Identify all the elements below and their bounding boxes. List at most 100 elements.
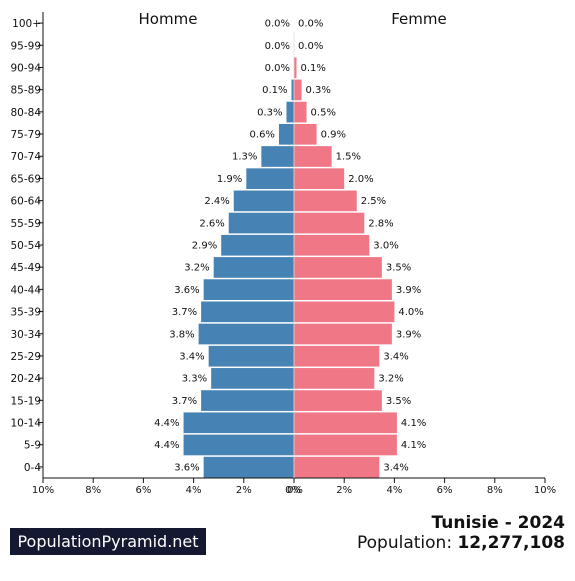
male-value-label: 4.4% [154, 440, 179, 451]
female-bar-55-59 [294, 212, 365, 234]
male-value-label: 2.4% [204, 196, 229, 207]
male-bar-35-39 [201, 301, 294, 323]
male-bar-80-84 [286, 101, 294, 123]
female-bar-10-14 [294, 412, 397, 434]
male-bar-10-14 [183, 412, 294, 434]
male-value-label: 1.9% [217, 174, 242, 185]
male-bar-55-59 [228, 212, 294, 234]
male-bar-25-29 [208, 345, 294, 367]
male-value-label: 0.0% [265, 41, 290, 52]
percent-tick-label: 10% [32, 485, 54, 496]
female-value-label: 1.5% [336, 152, 361, 163]
male-bar-0-4 [203, 456, 294, 478]
male-bar-75-79 [278, 123, 294, 145]
age-group-label: 20-24 [10, 373, 41, 385]
female-bar-5-9 [294, 434, 397, 456]
female-value-label: 3.9% [396, 285, 421, 296]
age-group-label: 10-14 [10, 418, 41, 430]
male-value-label: 3.6% [174, 462, 199, 473]
age-group-label: 75-79 [10, 129, 41, 141]
age-group-label: 0-4 [24, 462, 41, 474]
female-value-label: 3.4% [383, 351, 408, 362]
female-value-labels: 0.0% 0.0% 0.1% 0.3% 0.5% 0.9% 1.5% 2.0% 2.5% 2.8%… [298, 19, 426, 474]
female-value-label: 4.0% [398, 307, 423, 318]
male-bar-65-69 [246, 168, 294, 190]
age-group-label: 25-29 [10, 351, 41, 363]
percent-tick-label: 6% [135, 485, 151, 496]
percent-tick-label: 6% [437, 485, 453, 496]
percent-tick-label: 8% [85, 485, 101, 496]
male-bar-30-34 [198, 323, 294, 345]
male-value-label: 3.6% [174, 285, 199, 296]
male-bar-20-24 [211, 368, 294, 389]
female-value-label: 2.0% [348, 174, 373, 185]
brand-logo[interactable]: PopulationPyramid.net [10, 528, 206, 555]
female-bar-70-74 [294, 146, 332, 167]
male-value-label: 3.7% [172, 307, 197, 318]
female-bars [294, 57, 397, 478]
female-value-label: 3.0% [373, 241, 398, 252]
male-value-label: 3.8% [169, 329, 194, 340]
age-group-label: 55-59 [10, 218, 41, 230]
age-group-label: 15-19 [10, 395, 41, 407]
age-group-label: 65-69 [10, 173, 41, 185]
percent-tick-label: 0% [285, 485, 301, 496]
percent-axis: 10% 8% 6% 4% 2% 0%0% 2% 4% 6% 8% 10% [32, 32, 556, 496]
female-value-label: 3.5% [386, 263, 411, 274]
female-value-label: 3.5% [386, 396, 411, 407]
female-bar-65-69 [294, 168, 345, 190]
female-bar-40-44 [294, 279, 392, 300]
female-value-label: 0.5% [311, 107, 336, 118]
population-value: 12,277,108 [457, 533, 565, 553]
age-group-label: 95-99 [10, 40, 41, 52]
female-bar-85-89 [294, 79, 302, 101]
age-group-label: 90-94 [10, 62, 41, 74]
female-value-label: 3.9% [396, 329, 421, 340]
female-value-label: 3.2% [378, 374, 403, 385]
male-bars [183, 79, 294, 478]
age-group-label: 70-74 [10, 151, 41, 163]
female-bar-15-19 [294, 390, 382, 411]
percent-tick-label: 4% [186, 485, 202, 496]
age-group-label: 45-49 [10, 262, 41, 274]
female-bar-25-29 [294, 345, 380, 367]
female-value-label: 4.1% [401, 418, 426, 429]
female-bar-35-39 [294, 301, 395, 323]
age-group-label: 50-54 [10, 240, 41, 252]
female-value-label: 0.1% [301, 63, 326, 74]
country-year-title: Tunisie - 2024 [431, 513, 565, 533]
male-value-label: 0.6% [250, 130, 275, 141]
male-value-label: 3.2% [184, 263, 209, 274]
female-bar-45-49 [294, 257, 382, 278]
female-bar-90-94 [294, 57, 297, 79]
age-group-label: 85-89 [10, 85, 41, 97]
male-value-label: 2.9% [192, 241, 217, 252]
age-group-label: 80-84 [10, 107, 41, 119]
male-value-label: 4.4% [154, 418, 179, 429]
male-value-label: 0.0% [265, 63, 290, 74]
female-bar-20-24 [294, 368, 375, 389]
male-value-label: 0.3% [257, 107, 282, 118]
percent-tick-label: 4% [386, 485, 402, 496]
female-bar-30-34 [294, 323, 392, 345]
population-label: Population: [357, 533, 453, 553]
female-bar-50-54 [294, 234, 370, 256]
female-value-label: 2.8% [368, 218, 393, 229]
male-value-label: 1.3% [232, 152, 257, 163]
male-value-label: 3.7% [172, 396, 197, 407]
percent-tick-label: 2% [336, 485, 352, 496]
population-summary: Population: 12,277,108 [357, 533, 565, 553]
female-bar-0-4 [294, 456, 380, 478]
male-bar-45-49 [213, 257, 294, 278]
male-bar-70-74 [261, 146, 294, 167]
male-bar-40-44 [203, 279, 294, 300]
age-group-label: 30-34 [10, 329, 41, 341]
male-value-label: 3.3% [182, 374, 207, 385]
legend-female-label: Femme [391, 10, 447, 28]
age-group-label: 60-64 [10, 196, 41, 208]
female-value-label: 2.5% [361, 196, 386, 207]
age-group-label: 100+ [12, 18, 41, 30]
male-value-label: 2.6% [199, 218, 224, 229]
female-bar-75-79 [294, 123, 317, 145]
female-value-label: 0.9% [321, 130, 346, 141]
